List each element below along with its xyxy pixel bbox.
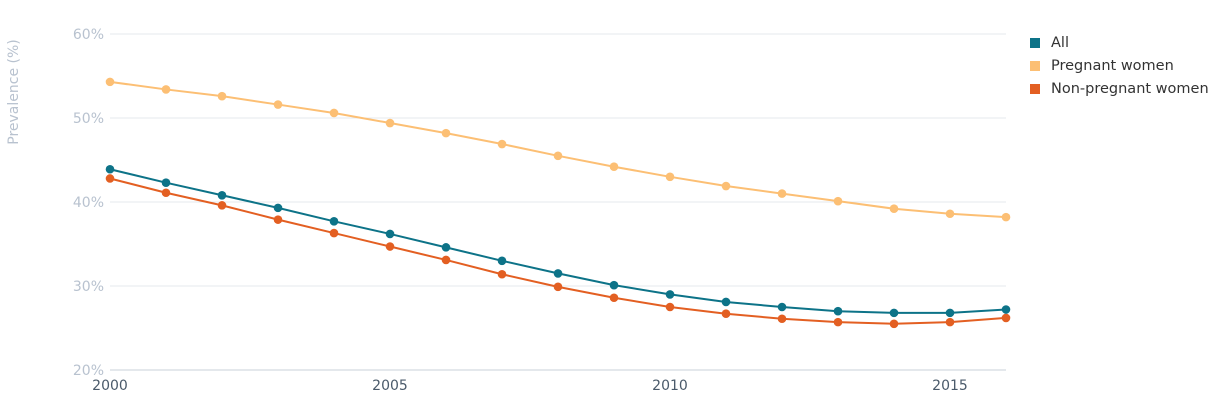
data-point[interactable] — [833, 196, 843, 206]
data-point[interactable] — [441, 243, 451, 252]
legend: All Pregnant women Non-pregnant women — [1030, 33, 1209, 98]
series-line — [109, 80, 1007, 219]
data-point[interactable] — [1001, 212, 1011, 222]
legend-item[interactable]: Pregnant women — [1030, 56, 1209, 75]
data-point[interactable] — [497, 269, 507, 279]
series-layer — [105, 77, 1011, 329]
series-non-pregnant-women — [105, 174, 1011, 329]
x-tick-label-2005: 2005 — [372, 378, 408, 394]
data-point[interactable] — [217, 201, 227, 210]
y-tick-label-30: 30% — [73, 279, 104, 295]
x-tick-label-2010: 2010 — [652, 378, 688, 394]
legend-item[interactable]: Non-pregnant women — [1030, 79, 1209, 98]
legend-label: All — [1051, 34, 1069, 51]
data-point[interactable] — [945, 317, 955, 327]
data-point[interactable] — [1001, 313, 1011, 323]
data-point[interactable] — [105, 174, 115, 183]
data-point[interactable] — [609, 280, 619, 290]
data-point[interactable] — [105, 164, 115, 174]
data-point[interactable] — [1001, 305, 1011, 314]
data-point[interactable] — [721, 297, 731, 307]
data-point[interactable] — [553, 151, 563, 161]
data-point[interactable] — [273, 203, 283, 213]
legend-swatch — [1030, 60, 1040, 71]
data-point[interactable] — [889, 204, 899, 214]
data-point[interactable] — [385, 118, 395, 128]
data-point[interactable] — [217, 190, 227, 200]
y-tick-label-20: 20% — [73, 363, 104, 379]
series-all — [105, 164, 1011, 318]
data-point[interactable] — [777, 314, 787, 324]
data-point[interactable] — [273, 215, 283, 224]
data-point[interactable] — [329, 108, 339, 118]
data-point[interactable] — [441, 128, 451, 138]
data-point[interactable] — [553, 269, 563, 278]
data-point[interactable] — [721, 181, 731, 191]
data-point[interactable] — [161, 188, 171, 198]
data-point[interactable] — [833, 306, 843, 316]
legend-swatch — [1030, 37, 1040, 48]
grid-layer — [110, 33, 1006, 371]
axis-layer: 20% 30% 40% 50% 60% 2000 2005 2010 2015 — [73, 27, 968, 394]
data-point[interactable] — [609, 293, 619, 303]
data-point[interactable] — [385, 242, 395, 251]
x-tick-label-2015: 2015 — [932, 378, 968, 394]
data-point[interactable] — [665, 302, 675, 312]
data-point[interactable] — [329, 217, 339, 226]
legend-label: Pregnant women — [1051, 57, 1174, 74]
data-point[interactable] — [777, 302, 787, 312]
data-point[interactable] — [161, 178, 171, 187]
data-point[interactable] — [105, 77, 115, 87]
data-point[interactable] — [777, 189, 787, 198]
data-point[interactable] — [945, 209, 955, 219]
y-axis-label: Prevalence (%) — [6, 39, 22, 145]
data-point[interactable] — [945, 308, 955, 318]
data-point[interactable] — [217, 91, 227, 101]
y-tick-label-40: 40% — [73, 195, 104, 211]
data-point[interactable] — [833, 317, 843, 327]
y-tick-label-60: 60% — [73, 27, 104, 43]
data-point[interactable] — [889, 308, 899, 318]
data-point[interactable] — [665, 290, 675, 299]
y-tick-label-50: 50% — [73, 111, 104, 127]
legend-swatch — [1030, 83, 1040, 94]
data-point[interactable] — [385, 229, 395, 239]
data-point[interactable] — [273, 100, 283, 109]
data-point[interactable] — [329, 228, 339, 238]
series-pregnant-women — [105, 77, 1011, 222]
data-point[interactable] — [609, 162, 619, 172]
x-tick-label-2000: 2000 — [92, 378, 128, 394]
legend-item[interactable]: All — [1030, 33, 1209, 52]
legend-label: Non-pregnant women — [1051, 80, 1209, 97]
data-point[interactable] — [665, 172, 675, 182]
data-point[interactable] — [441, 255, 451, 265]
data-point[interactable] — [161, 85, 171, 94]
series-line — [109, 168, 1007, 314]
data-point[interactable] — [497, 256, 507, 266]
data-point[interactable] — [553, 282, 563, 292]
data-point[interactable] — [497, 139, 507, 149]
data-point[interactable] — [889, 319, 899, 329]
data-point[interactable] — [721, 309, 731, 319]
